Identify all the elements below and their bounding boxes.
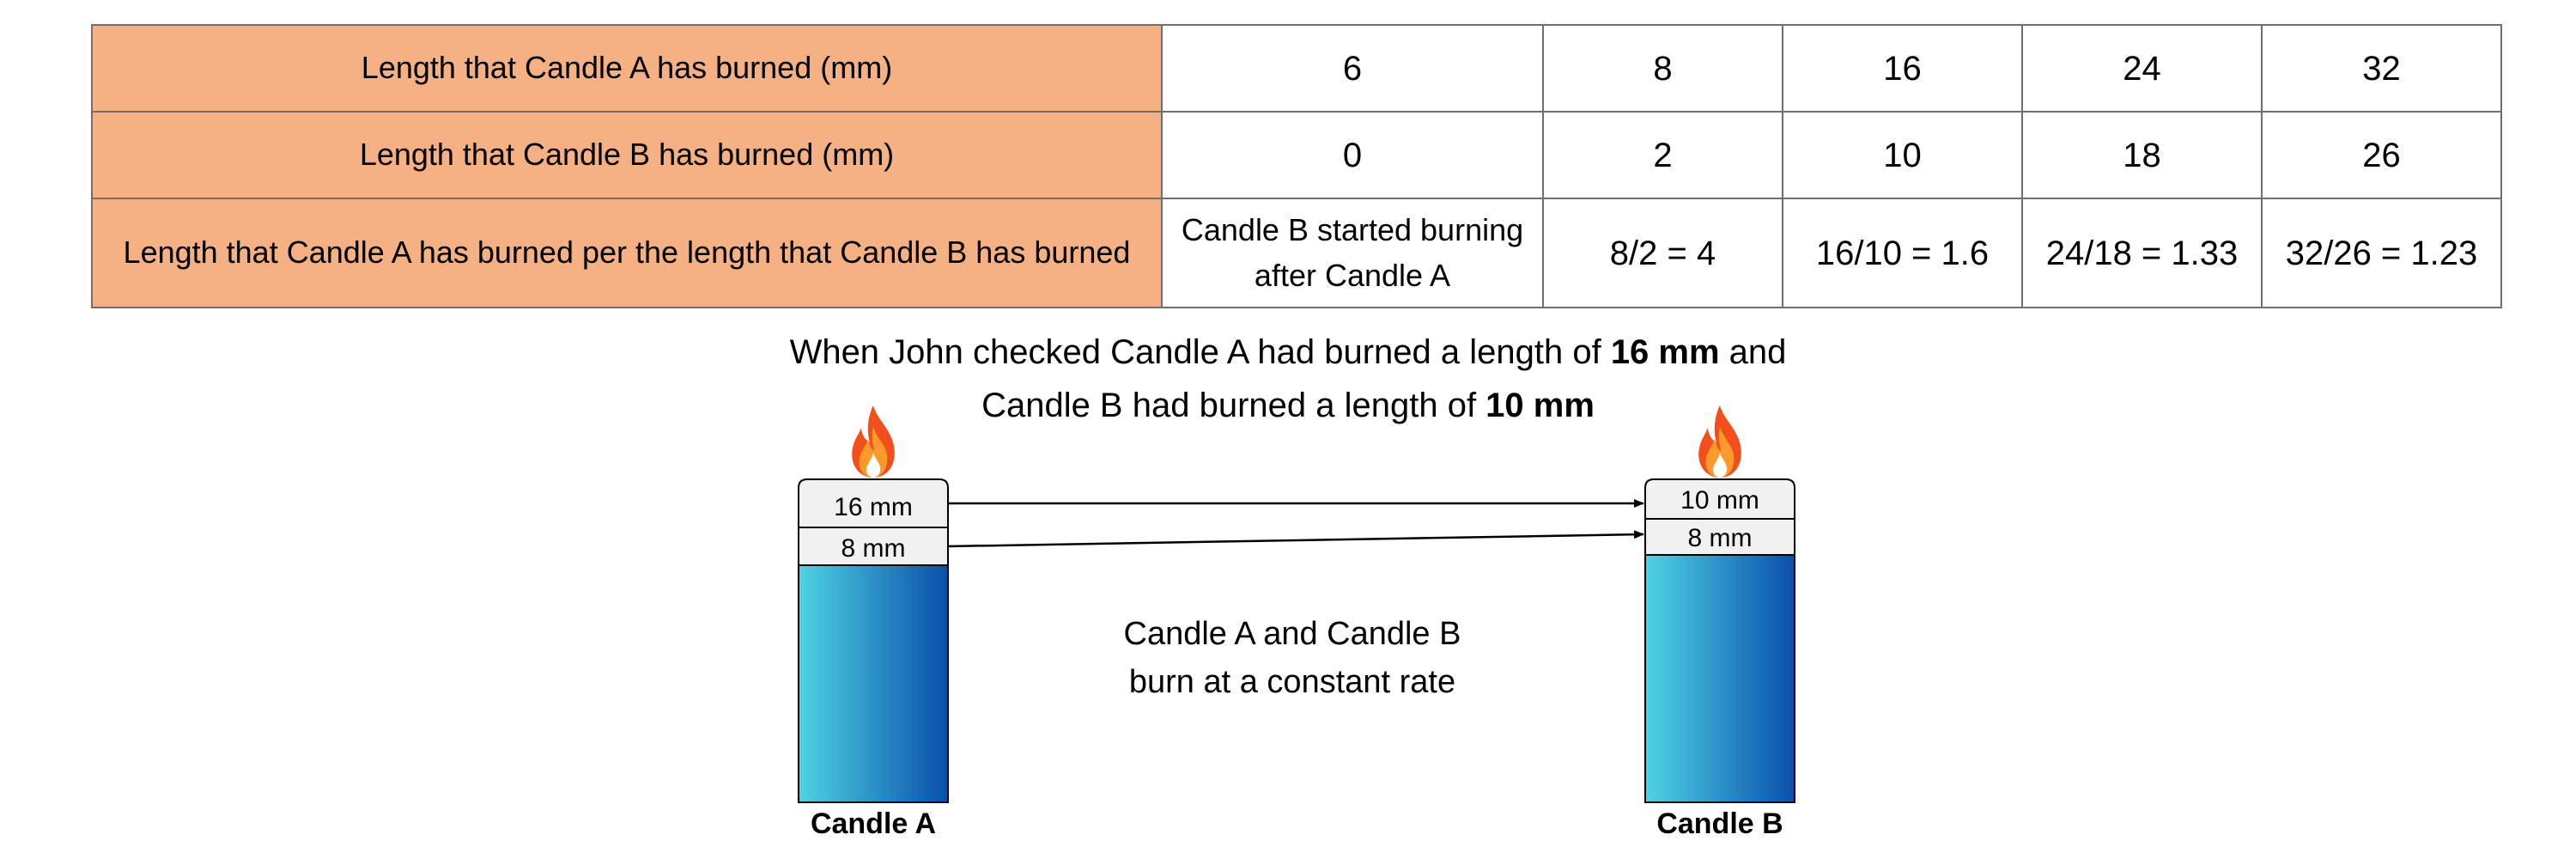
- table-cell-note: Candle B started burning after Candle A: [1161, 198, 1544, 308]
- caption-line-1: When John checked Candle A had burned a …: [0, 333, 2576, 372]
- table-cell: 24/18 = 1.33: [2021, 198, 2263, 308]
- candle-b-name: Candle B: [1656, 807, 1783, 840]
- caption-line-2: Candle B had burned a length of 10 mm: [0, 387, 2576, 425]
- caption-text: and: [1719, 333, 1787, 371]
- table-cell: 24: [2021, 24, 2263, 113]
- table-cell: 16: [1782, 24, 2023, 113]
- constant-rate-note-line-1: Candle A and Candle B: [1124, 616, 1461, 652]
- table-row: Length that Candle B has burned (mm) 0 2…: [91, 111, 2502, 199]
- table-cell: 8/2 = 4: [1542, 198, 1783, 308]
- table-cell: 16/10 = 1.6: [1782, 198, 2023, 308]
- caption-text: When John checked Candle A had burned a …: [789, 333, 1611, 371]
- candle-a-name: Candle A: [811, 807, 936, 840]
- candle-b-segment-top: [1644, 478, 1795, 520]
- table-cell: 0: [1161, 111, 1544, 199]
- caption-bold-value: 10 mm: [1485, 387, 1595, 424]
- table-cell: 32/26 = 1.23: [2261, 198, 2502, 308]
- table-cell: 6: [1161, 24, 1544, 113]
- table-row: Length that Candle A has burned (mm) 6 8…: [91, 24, 2502, 113]
- candle-a-flame-icon: [852, 405, 895, 478]
- data-table: Length that Candle A has burned (mm) 6 8…: [91, 24, 2502, 308]
- candle-a-body: [798, 564, 949, 803]
- constant-rate-note-line-2: burn at a constant rate: [1129, 664, 1455, 700]
- candle-a-seg-mid-label: 8 mm: [841, 534, 906, 563]
- table-row: Length that Candle A has burned per the …: [91, 198, 2502, 308]
- candle-b-seg-mid-label: 8 mm: [1688, 524, 1753, 552]
- candle-b-seg-top-label: 10 mm: [1680, 486, 1759, 515]
- row-label-ratio: Length that Candle A has burned per the …: [91, 198, 1163, 308]
- row-label-candle-a-burned: Length that Candle A has burned (mm): [91, 24, 1163, 113]
- arrow-mid-segments: [947, 530, 1644, 548]
- caption-text: Candle B had burned a length of: [981, 387, 1486, 424]
- table-cell: 32: [2261, 24, 2502, 113]
- candle-a-segment-top: [798, 478, 949, 528]
- caption-bold-value: 16 mm: [1610, 333, 1720, 371]
- table-cell: 26: [2261, 111, 2502, 199]
- candle-b-flame-icon: [1698, 405, 1741, 478]
- row-label-candle-b-burned: Length that Candle B has burned (mm): [91, 111, 1163, 199]
- table-cell: 10: [1782, 111, 2023, 199]
- candle-b-segment-mid: [1644, 518, 1795, 556]
- table-cell: 2: [1542, 111, 1783, 199]
- table-cell: 8: [1542, 24, 1783, 113]
- note-text: Candle B started burning after Candle A: [1181, 212, 1524, 293]
- candle-b: 10 mm 8 mm Candle B: [1644, 405, 1795, 840]
- candle-a: 16 mm 8 mm Candle A: [798, 405, 949, 840]
- candle-b-body: [1644, 554, 1795, 803]
- candle-a-seg-top-label: 16 mm: [834, 493, 913, 521]
- table-cell: 18: [2021, 111, 2263, 199]
